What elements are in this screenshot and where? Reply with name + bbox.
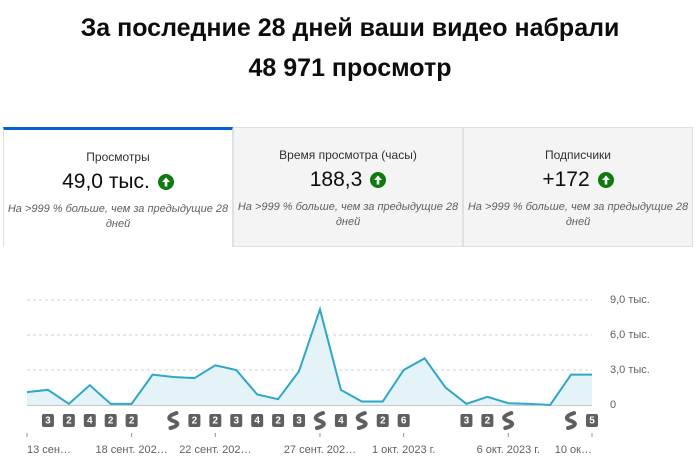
publish-marker — [334, 414, 347, 427]
line — [26, 305, 592, 407]
publish-count: 3 — [296, 416, 302, 427]
shorts-icon — [355, 411, 368, 430]
publish-marker — [376, 414, 389, 427]
metric-label: Время просмотра (часы) — [279, 148, 417, 162]
value-text: 49,0 тыс. — [62, 170, 150, 193]
metric-tab[interactable]: Просмотры 49,0 тыс. На >999 % больше, чем … — [3, 127, 233, 247]
metric-value: 49,0 тыс. — [4, 170, 232, 194]
metric-note: На >999 % больше, чем за предыдущие 28 д… — [467, 201, 689, 228]
metric-tab[interactable]: Время просмотра (часы) 188,3 На >999 % бол… — [233, 127, 463, 247]
publish-count: 3 — [45, 416, 51, 427]
y-tick-label: 3,0 тыс. — [610, 364, 650, 376]
publish-marker — [586, 414, 598, 427]
publish-marker — [293, 414, 306, 427]
metric-label: Подписчики — [544, 148, 611, 162]
publish-count: 2 — [108, 416, 114, 427]
y-tick-label: 0 — [610, 399, 616, 411]
x-tick-label: 10 ок… — [555, 444, 592, 456]
y-tick-label: 6,0 тыс. — [610, 329, 650, 341]
value-text: +172 — [542, 168, 590, 191]
metric-value: 188,3 — [234, 168, 462, 192]
publish-marker — [104, 414, 117, 427]
publish-marker — [41, 414, 54, 427]
publish-count: 4 — [338, 416, 344, 427]
publish-marker — [481, 414, 494, 427]
publish-marker — [272, 414, 285, 427]
publish-count: 4 — [254, 416, 260, 427]
y-tick-label: 9,0 тыс. — [610, 294, 650, 306]
publish-count: 4 — [87, 416, 93, 427]
publish-count: 2 — [66, 416, 72, 427]
x-tick-label: 13 сен… — [27, 444, 71, 456]
publish-marker — [397, 414, 410, 427]
up-icon — [370, 172, 387, 188]
publish-marker — [460, 414, 473, 427]
publish-count: 2 — [275, 416, 281, 427]
publish-count: 3 — [464, 416, 470, 427]
publish-count: 2 — [380, 416, 386, 427]
publish-count: 2 — [129, 416, 135, 427]
shorts-icon — [313, 411, 326, 430]
publish-count: 2 — [192, 416, 198, 427]
metric-tab[interactable]: Подписчики +172 На >999 % больше, чем за п… — [463, 127, 693, 247]
metric-note: На >999 % больше, чем за предыдущие 28 д… — [7, 203, 229, 230]
publish-count: 5 — [589, 416, 595, 427]
x-tick-label: 22 сент. 202… — [179, 444, 251, 456]
publish-count: 6 — [401, 416, 407, 427]
publish-marker — [62, 414, 75, 427]
publish-count: 2 — [213, 416, 219, 427]
x-tick-label: 27 сент. 202… — [284, 444, 356, 456]
x-tick-label: 6 окт. 2023 г. — [477, 444, 540, 456]
shorts-icon — [564, 411, 577, 430]
metric-note: На >999 % больше, чем за предыдущие 28 д… — [237, 201, 459, 228]
publish-marker — [83, 414, 96, 427]
publish-count: 2 — [485, 416, 491, 427]
publish-marker — [251, 414, 264, 427]
publish-marker — [188, 414, 201, 427]
shorts-icon — [502, 411, 515, 430]
x-tick-label: 1 окт. 2023 г. — [372, 444, 435, 456]
value-text: 188,3 — [309, 168, 363, 191]
title: 48 971 просмотр — [248, 54, 452, 82]
shorts-icon — [167, 411, 180, 430]
up-icon — [157, 174, 174, 190]
publish-marker — [209, 414, 222, 427]
publish-count: 3 — [233, 416, 239, 427]
publish-marker — [125, 414, 138, 427]
publish-marker — [230, 414, 243, 427]
area — [27, 309, 592, 405]
metric-value: +172 — [464, 168, 692, 192]
title: За последние 28 дней ваши видео набрали — [80, 14, 620, 42]
up-icon — [597, 172, 614, 188]
x-tick-label: 18 сент. 202… — [95, 444, 167, 456]
metric-label: Просмотры — [86, 150, 150, 164]
